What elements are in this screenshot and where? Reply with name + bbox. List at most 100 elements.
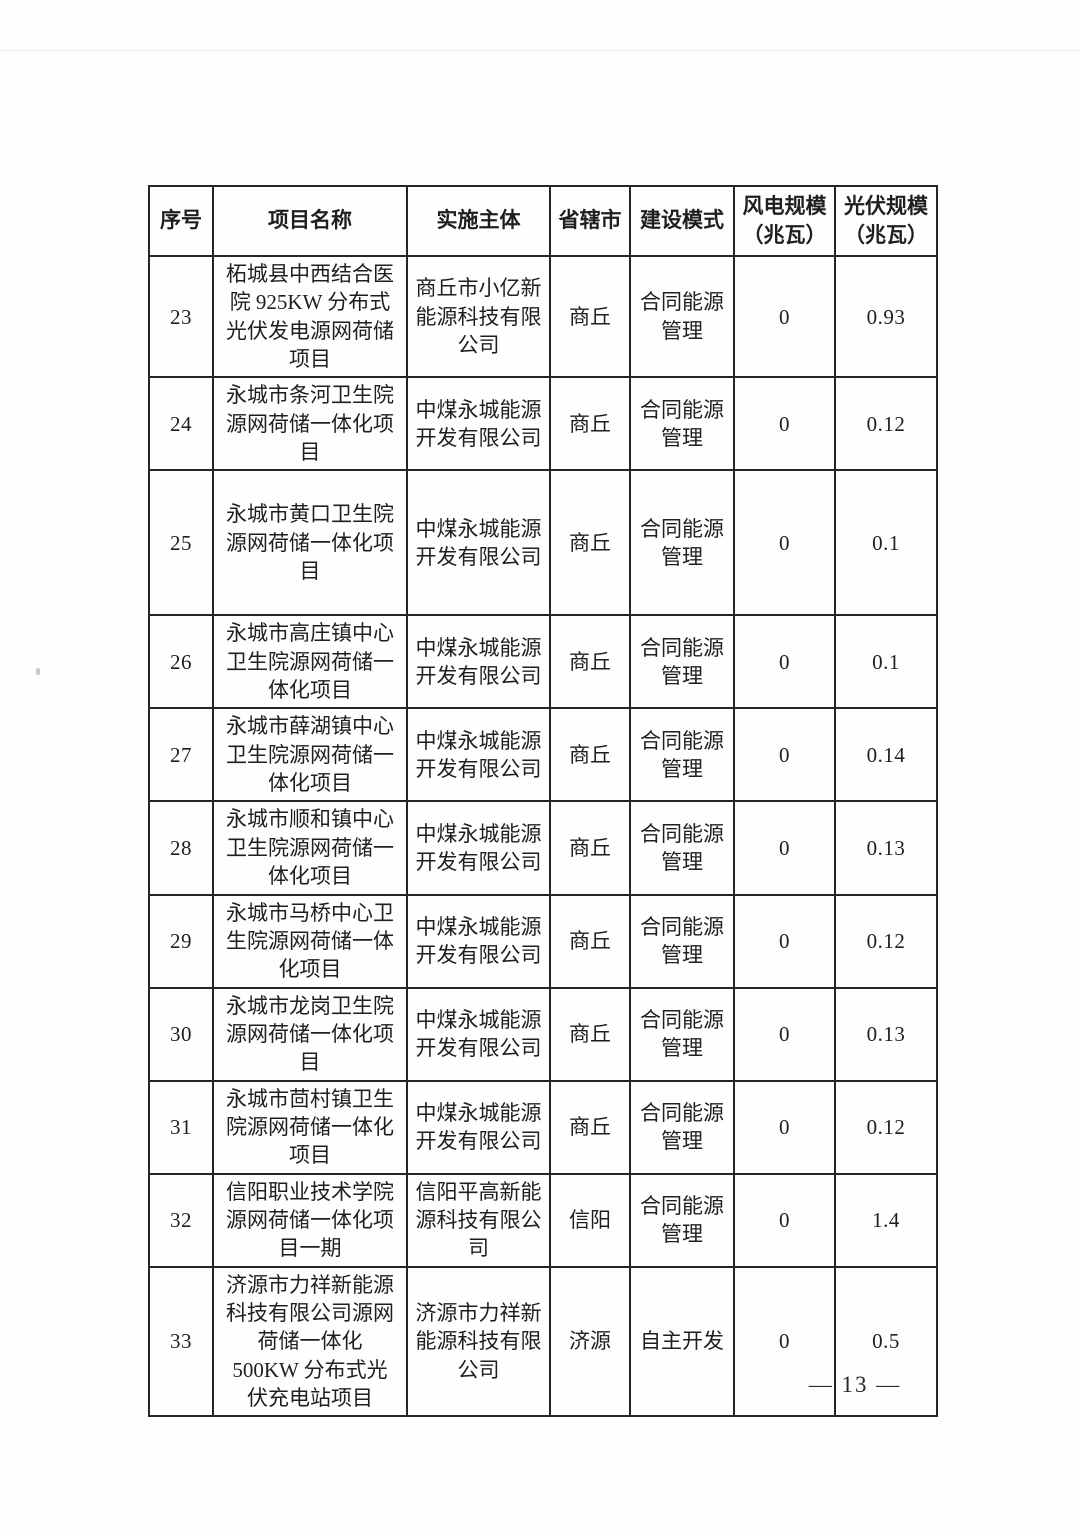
cell-solar-scale: 0.12	[834, 1079, 938, 1175]
cell-wind-scale: 0	[733, 376, 836, 472]
cell-solar-scale: 0.5	[834, 1265, 938, 1418]
cell-seq: 32	[148, 1172, 214, 1268]
cell-solar-scale: 0.93	[834, 254, 938, 379]
cell-seq: 25	[148, 469, 214, 617]
cell-project-name: 永城市黄口卫生院 源网荷储一体化项 目	[212, 469, 408, 617]
cell-mode: 合同能源 管理	[629, 469, 735, 617]
cell-mode: 合同能源 管理	[629, 1079, 735, 1175]
cell-city: 商丘	[549, 376, 631, 472]
header-seq: 序号	[148, 185, 214, 257]
cell-wind-scale: 0	[733, 707, 836, 803]
header-solar-scale: 光伏规模 （兆瓦）	[834, 185, 938, 257]
cell-mode: 合同能源 管理	[629, 614, 735, 710]
cell-implementer: 中煤永城能源 开发有限公司	[406, 800, 551, 896]
cell-city: 商丘	[549, 1079, 631, 1175]
cell-city: 信阳	[549, 1172, 631, 1268]
cell-project-name: 信阳职业技术学院 源网荷储一体化项 目一期	[212, 1172, 408, 1268]
cell-mode: 合同能源 管理	[629, 893, 735, 989]
cell-solar-scale: 0.13	[834, 986, 938, 1082]
cell-project-name: 永城市马桥中心卫 生院源网荷储一体 化项目	[212, 893, 408, 989]
cell-project-name: 永城市高庄镇中心 卫生院源网荷储一 体化项目	[212, 614, 408, 710]
cell-implementer: 中煤永城能源 开发有限公司	[406, 1079, 551, 1175]
cell-implementer: 中煤永城能源 开发有限公司	[406, 469, 551, 617]
table-row: 26 永城市高庄镇中心 卫生院源网荷储一 体化项目 中煤永城能源 开发有限公司 …	[148, 614, 938, 710]
scan-speck-artifact	[36, 668, 40, 675]
page-number: — 13 —	[808, 1372, 902, 1397]
cell-project-name: 永城市顺和镇中心 卫生院源网荷储一 体化项目	[212, 800, 408, 896]
table-header-row: 序号 项目名称 实施主体 省辖市 建设模式 风电规模 （兆瓦） 光伏规模 （兆瓦…	[148, 185, 938, 257]
cell-wind-scale: 0	[733, 893, 836, 989]
cell-implementer: 商丘市小亿新 能源科技有限 公司	[406, 254, 551, 379]
header-mode: 建设模式	[629, 185, 735, 257]
header-city: 省辖市	[549, 185, 631, 257]
table-row: 31 永城市茴村镇卫生 院源网荷储一体化 项目 中煤永城能源 开发有限公司 商丘…	[148, 1079, 938, 1175]
cell-city: 商丘	[549, 800, 631, 896]
cell-city: 商丘	[549, 986, 631, 1082]
cell-city: 商丘	[549, 707, 631, 803]
cell-wind-scale: 0	[733, 800, 836, 896]
cell-mode: 合同能源 管理	[629, 376, 735, 472]
cell-mode: 合同能源 管理	[629, 800, 735, 896]
header-project-name: 项目名称	[212, 185, 408, 257]
cell-seq: 29	[148, 893, 214, 989]
cell-mode: 合同能源 管理	[629, 707, 735, 803]
table-row: 29 永城市马桥中心卫 生院源网荷储一体 化项目 中煤永城能源 开发有限公司 商…	[148, 893, 938, 989]
cell-project-name: 永城市龙岗卫生院 源网荷储一体化项 目	[212, 986, 408, 1082]
cell-implementer: 中煤永城能源 开发有限公司	[406, 707, 551, 803]
header-implementer: 实施主体	[406, 185, 551, 257]
cell-seq: 33	[148, 1265, 214, 1418]
cell-city: 商丘	[549, 893, 631, 989]
cell-seq: 30	[148, 986, 214, 1082]
cell-implementer: 中煤永城能源 开发有限公司	[406, 893, 551, 989]
header-wind-scale: 风电规模 （兆瓦）	[733, 185, 836, 257]
table-row: 24 永城市条河卫生院 源网荷储一体化项 目 中煤永城能源 开发有限公司 商丘 …	[148, 376, 938, 472]
cell-seq: 31	[148, 1079, 214, 1175]
cell-solar-scale: 0.12	[834, 893, 938, 989]
table-row: 30 永城市龙岗卫生院 源网荷储一体化项 目 中煤永城能源 开发有限公司 商丘 …	[148, 986, 938, 1082]
cell-implementer: 信阳平高新能 源科技有限公 司	[406, 1172, 551, 1268]
cell-seq: 28	[148, 800, 214, 896]
cell-wind-scale: 0	[733, 614, 836, 710]
table-row: 25 永城市黄口卫生院 源网荷储一体化项 目 中煤永城能源 开发有限公司 商丘 …	[148, 469, 938, 617]
cell-project-name: 柘城县中西结合医 院 925KW 分布式 光伏发电源网荷储 项目	[212, 254, 408, 379]
cell-implementer: 济源市力祥新 能源科技有限 公司	[406, 1265, 551, 1418]
cell-solar-scale: 0.13	[834, 800, 938, 896]
table-row: 23 柘城县中西结合医 院 925KW 分布式 光伏发电源网荷储 项目 商丘市小…	[148, 254, 938, 379]
cell-wind-scale: 0	[733, 1265, 836, 1418]
cell-implementer: 中煤永城能源 开发有限公司	[406, 376, 551, 472]
cell-solar-scale: 0.14	[834, 707, 938, 803]
cell-project-name: 永城市茴村镇卫生 院源网荷储一体化 项目	[212, 1079, 408, 1175]
table-row: 28 永城市顺和镇中心 卫生院源网荷储一 体化项目 中煤永城能源 开发有限公司 …	[148, 800, 938, 896]
cell-mode: 自主开发	[629, 1265, 735, 1418]
cell-city: 济源	[549, 1265, 631, 1418]
cell-project-name: 永城市薛湖镇中心 卫生院源网荷储一 体化项目	[212, 707, 408, 803]
cell-implementer: 中煤永城能源 开发有限公司	[406, 986, 551, 1082]
cell-seq: 24	[148, 376, 214, 472]
cell-wind-scale: 0	[733, 986, 836, 1082]
cell-city: 商丘	[549, 469, 631, 617]
cell-seq: 27	[148, 707, 214, 803]
cell-mode: 合同能源 管理	[629, 986, 735, 1082]
cell-solar-scale: 0.12	[834, 376, 938, 472]
cell-seq: 23	[148, 254, 214, 379]
cell-implementer: 中煤永城能源 开发有限公司	[406, 614, 551, 710]
cell-mode: 合同能源 管理	[629, 254, 735, 379]
table-row: 33 济源市力祥新能源 科技有限公司源网 荷储一体化 500KW 分布式光 伏充…	[148, 1265, 938, 1418]
cell-solar-scale: 0.1	[834, 469, 938, 617]
table-row: 32 信阳职业技术学院 源网荷储一体化项 目一期 信阳平高新能 源科技有限公 司…	[148, 1172, 938, 1268]
cell-wind-scale: 0	[733, 469, 836, 617]
cell-city: 商丘	[549, 254, 631, 379]
cell-city: 商丘	[549, 614, 631, 710]
cell-seq: 26	[148, 614, 214, 710]
cell-project-name: 济源市力祥新能源 科技有限公司源网 荷储一体化 500KW 分布式光 伏充电站项…	[212, 1265, 408, 1418]
scan-edge-artifact	[0, 50, 1080, 51]
projects-table: 序号 项目名称 实施主体 省辖市 建设模式 风电规模 （兆瓦） 光伏规模 （兆瓦…	[148, 185, 938, 1418]
cell-solar-scale: 1.4	[834, 1172, 938, 1268]
cell-mode: 合同能源 管理	[629, 1172, 735, 1268]
cell-solar-scale: 0.1	[834, 614, 938, 710]
cell-wind-scale: 0	[733, 254, 836, 379]
table-row: 27 永城市薛湖镇中心 卫生院源网荷储一 体化项目 中煤永城能源 开发有限公司 …	[148, 707, 938, 803]
cell-wind-scale: 0	[733, 1172, 836, 1268]
cell-wind-scale: 0	[733, 1079, 836, 1175]
